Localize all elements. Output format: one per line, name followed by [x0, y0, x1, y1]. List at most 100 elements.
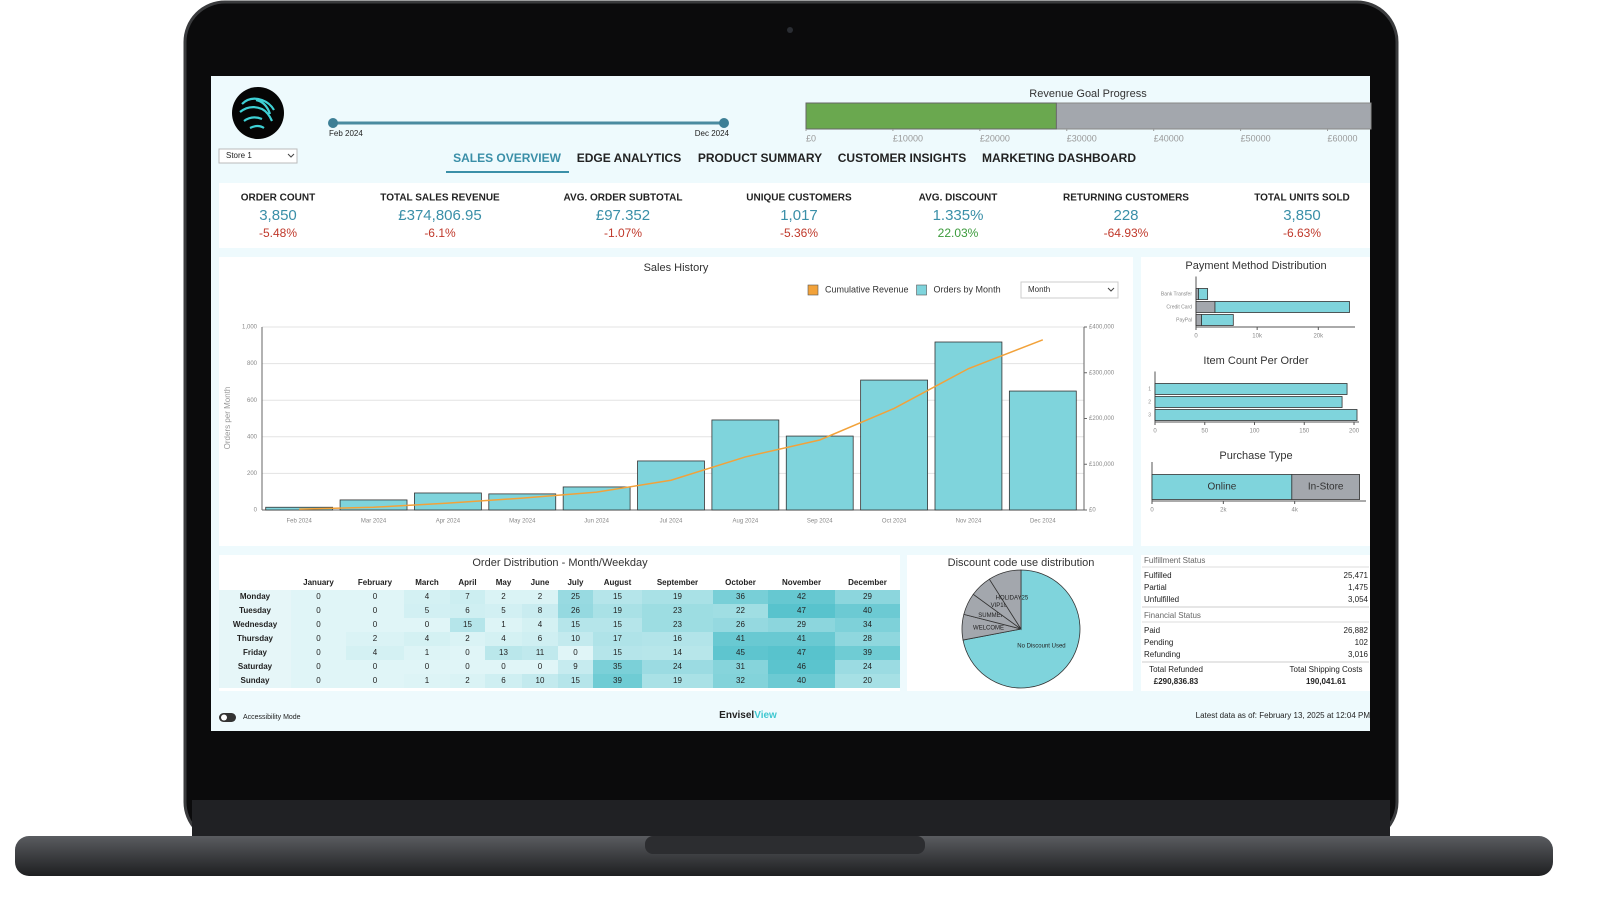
cell-value: 15 [613, 592, 622, 601]
kpi-card [219, 183, 1370, 248]
cell-value: 15 [463, 620, 472, 629]
heat-cell [450, 618, 485, 632]
heat-cell [768, 674, 835, 688]
legend-label: Cumulative Revenue [825, 284, 909, 294]
bar [1154, 383, 1348, 395]
cell-value: 0 [316, 620, 321, 629]
cell-value: 41 [797, 634, 806, 643]
row-header: Saturday [238, 662, 273, 671]
total-value: 190,041.61 [1306, 677, 1347, 686]
heat-cell [558, 604, 593, 618]
status-label: Pending [1144, 638, 1173, 647]
chart-title: Purchase Type [1219, 450, 1292, 462]
bar [785, 435, 854, 511]
heat-cell [450, 604, 485, 618]
heat-cell [713, 590, 768, 604]
x-tick-label: 0 [1150, 508, 1154, 514]
status-label: Unfulfilled [1144, 595, 1179, 604]
bar [1291, 474, 1360, 500]
heat-cell [291, 674, 346, 688]
nav-tab[interactable]: EDGE ANALYTICS [577, 151, 681, 165]
cell-value: 29 [797, 620, 806, 629]
cell-value: 2 [465, 676, 470, 685]
heat-cell [346, 632, 404, 646]
row-header-cell [219, 618, 291, 632]
kpi-value: 1.335% [933, 207, 984, 224]
heat-cell [558, 590, 593, 604]
x-tick-label: 50 [1201, 429, 1208, 435]
period-select[interactable] [1020, 281, 1119, 299]
heat-cell [522, 618, 558, 632]
cell-value: 2 [501, 592, 506, 601]
cell-value: 19 [673, 592, 682, 601]
cell-value: 0 [373, 606, 378, 615]
y-tick-label: 400 [247, 434, 258, 440]
heat-cell [642, 674, 713, 688]
nav-tab[interactable]: SALES OVERVIEW [453, 151, 561, 165]
heat-cell [346, 646, 404, 660]
status-label: Paid [1144, 626, 1160, 635]
cell-value: 0 [316, 606, 321, 615]
y2-tick-label: £100,000 [1089, 462, 1115, 468]
kpi-label: TOTAL UNITS SOLD [1254, 193, 1350, 204]
heat-cell [593, 590, 642, 604]
heat-cell [485, 618, 522, 632]
section-title: Financial Status [1144, 611, 1201, 620]
heat-cell [835, 632, 900, 646]
cell-value: 15 [613, 620, 622, 629]
column-header: August [604, 578, 632, 587]
cell-value: 16 [673, 634, 682, 643]
slider-handle[interactable] [328, 118, 338, 128]
x-tick-label: £60000 [1328, 133, 1358, 143]
heat-cell [768, 660, 835, 674]
heat-cell [593, 646, 642, 660]
cell-value: 15 [613, 648, 622, 657]
cell-value: 0 [316, 676, 321, 685]
heat-cell [346, 674, 404, 688]
heat-cell [593, 660, 642, 674]
cell-value: 25 [571, 592, 580, 601]
cell-value: 1 [425, 648, 430, 657]
bar [1154, 409, 1358, 421]
heat-cell [404, 618, 450, 632]
cell-value: 4 [538, 620, 543, 629]
cell-value: 40 [863, 606, 872, 615]
heat-cell [713, 660, 768, 674]
nav-tab[interactable]: MARKETING DASHBOARD [982, 151, 1136, 165]
chevron [287, 153, 295, 158]
cell-value: 0 [316, 662, 321, 671]
cell-value: 26 [736, 620, 745, 629]
heat-cell [642, 618, 713, 632]
nav-tab[interactable]: CUSTOMER INSIGHTS [838, 151, 966, 165]
heat-cell [404, 674, 450, 688]
cell-value: 20 [863, 676, 872, 685]
cell-value: 6 [538, 634, 543, 643]
kpi-label: UNIQUE CUSTOMERS [746, 193, 852, 204]
y-tick-label: Credit Card [1166, 304, 1192, 310]
y-tick-label: 3 [1148, 412, 1151, 418]
cell-value: 0 [316, 592, 321, 601]
column-header: June [531, 578, 550, 587]
heat-cell [485, 660, 522, 674]
heat-cell [522, 660, 558, 674]
chevron [1107, 287, 1115, 292]
heat-cell [642, 632, 713, 646]
x-tick-label: £10000 [893, 133, 923, 143]
bar [1195, 301, 1216, 313]
cell-value: 45 [736, 648, 745, 657]
row-header-cell [219, 646, 291, 660]
cell-value: 0 [373, 662, 378, 671]
heat-cell [522, 604, 558, 618]
pie-slice [988, 569, 1022, 631]
cell-value: 24 [863, 662, 872, 671]
row-header-cell [219, 674, 291, 688]
kpi-value: 3,850 [259, 207, 297, 224]
heat-cell [835, 604, 900, 618]
nav-tab[interactable]: PRODUCT SUMMARY [698, 151, 822, 165]
bar [1154, 396, 1343, 408]
heat-cell [713, 674, 768, 688]
kpi-value: £97.352 [596, 207, 650, 224]
slider-handle[interactable] [719, 118, 729, 128]
store-select[interactable] [218, 148, 298, 164]
